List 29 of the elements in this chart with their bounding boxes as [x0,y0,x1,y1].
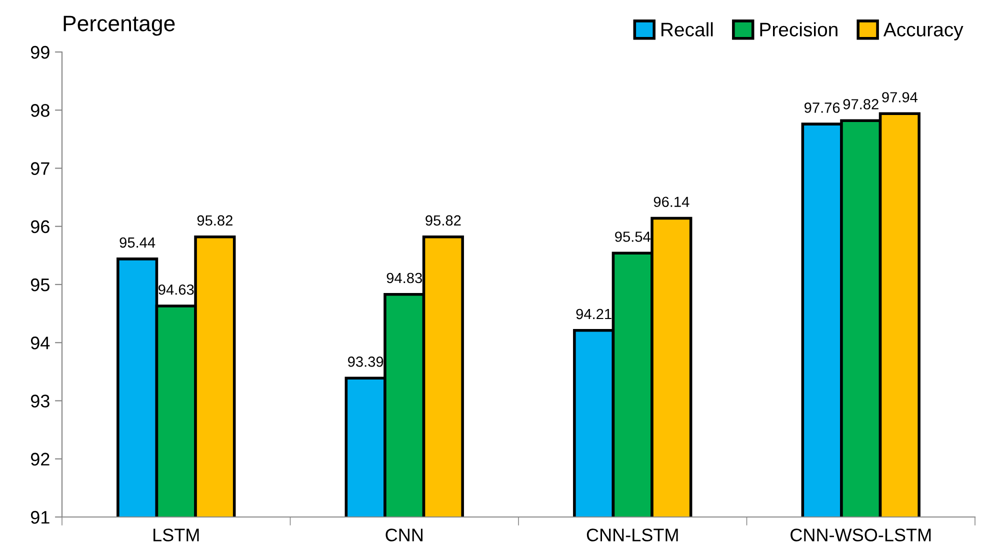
y-tick-label: 94 [30,336,50,350]
data-label: 95.82 [426,215,461,226]
data-label: 96.14 [654,196,690,208]
legend-label: Precision [760,22,838,36]
y-axis-title: Percentage [64,16,175,36]
y-tick-label: 97 [30,162,50,175]
data-label: 94.63 [158,284,194,295]
y-tick-label: 95 [30,278,50,292]
data-label: 97.76 [804,102,840,113]
y-tick-label: 98 [30,104,50,117]
y-tick-label: 99 [30,46,50,59]
x-tick-label: CNN-WSO-LSTM [790,528,931,542]
y-tick-label: 92 [30,452,50,466]
data-label: 94.83 [386,272,422,284]
data-label: 95.54 [615,232,650,242]
x-tick-label: LSTM [154,528,199,542]
data-label: 94.21 [576,308,612,320]
data-label: 95.82 [197,215,232,226]
data-label: 97.94 [882,92,918,102]
x-tick-label: CNN [386,528,422,542]
y-tick-label: 91 [30,510,50,524]
y-tick-label: 96 [30,220,50,234]
data-label: 97.82 [843,99,878,110]
data-label: 95.44 [120,237,156,248]
data-label: 93.39 [348,356,384,367]
legend-label: Recall [662,22,713,36]
legend-label: Accuracy [883,22,964,40]
x-tick-label: CNN-LSTM [586,528,678,542]
y-tick-label: 93 [30,394,50,408]
